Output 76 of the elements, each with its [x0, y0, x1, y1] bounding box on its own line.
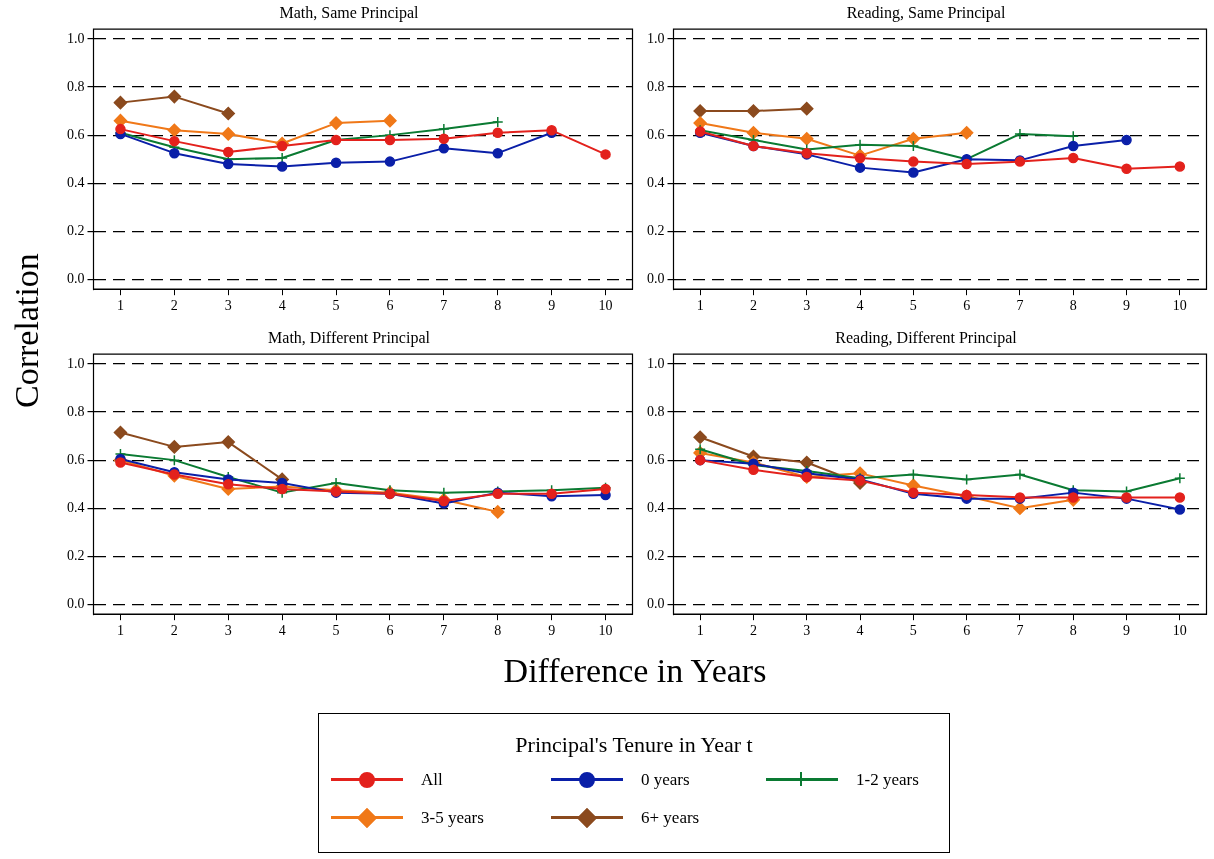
x-tick-label: 8 — [1069, 623, 1077, 639]
y-axis-title: Correlation — [8, 252, 46, 408]
x-tick-label: 4 — [278, 298, 286, 314]
legend-label: All — [421, 770, 443, 790]
y-tick-label: 1.0 — [67, 30, 85, 46]
x-tick-label: 2 — [749, 298, 757, 314]
x-tick-label: 6 — [963, 623, 971, 639]
x-tick-label: 1 — [696, 298, 704, 314]
x-tick-label: 6 — [386, 623, 394, 639]
chart-title: Reading, Different Principal — [835, 328, 1018, 347]
legend-label: 0 years — [641, 770, 690, 790]
x-tick-label: 6 — [386, 298, 394, 314]
chart-title: Reading, Same Principal — [846, 3, 1006, 22]
y-tick-label: 0.0 — [67, 596, 85, 612]
y-tick-label: 0.8 — [647, 403, 665, 419]
y-tick-label: 0.0 — [647, 271, 665, 287]
y-tick-label: 0.8 — [67, 78, 85, 94]
x-tick-label: 9 — [548, 623, 556, 639]
y-tick-label: 0.4 — [647, 174, 665, 190]
x-tick-label: 4 — [856, 623, 864, 639]
x-tick-label: 10 — [1172, 623, 1187, 639]
x-axis-title: Difference in Years — [502, 652, 768, 690]
x-tick-label: 7 — [440, 623, 448, 639]
x-tick-label: 9 — [1123, 298, 1131, 314]
x-tick-label: 5 — [332, 623, 340, 639]
y-tick-label: 0.0 — [67, 271, 85, 287]
x-tick-label: 8 — [1069, 298, 1077, 314]
y-tick-label: 0.4 — [647, 499, 665, 515]
y-tick-label: 0.2 — [647, 548, 665, 564]
y-tick-label: 0.4 — [67, 174, 85, 190]
x-tick-label: 2 — [170, 298, 178, 314]
legend-title: Principal's Tenure in Year t — [514, 732, 754, 758]
y-tick-label: 0.6 — [647, 451, 665, 467]
x-tick-label: 10 — [1172, 298, 1187, 314]
x-tick-label: 3 — [803, 298, 811, 314]
y-tick-label: 1.0 — [647, 355, 665, 371]
x-tick-label: 8 — [494, 298, 502, 314]
x-tick-label: 8 — [494, 623, 502, 639]
legend-label: 3-5 years — [421, 808, 484, 828]
x-tick-label: 3 — [224, 298, 232, 314]
y-tick-label: 1.0 — [647, 30, 665, 46]
y-tick-label: 0.2 — [67, 548, 85, 564]
x-tick-label: 3 — [224, 623, 232, 639]
legend-label: 6+ years — [641, 808, 700, 828]
y-tick-label: 0.8 — [647, 78, 665, 94]
x-tick-label: 6 — [963, 298, 971, 314]
x-tick-label: 7 — [1016, 298, 1024, 314]
x-tick-label: 9 — [548, 298, 556, 314]
x-tick-label: 2 — [170, 623, 178, 639]
y-tick-label: 0.6 — [67, 126, 85, 142]
legend-label: 1-2 years — [856, 770, 919, 790]
x-tick-label: 1 — [696, 623, 704, 639]
y-tick-label: 0.6 — [647, 126, 665, 142]
y-tick-label: 0.6 — [67, 451, 85, 467]
y-tick-label: 0.2 — [67, 223, 85, 239]
x-tick-label: 1 — [116, 623, 124, 639]
y-tick-label: 1.0 — [67, 355, 85, 371]
y-tick-label: 0.0 — [647, 596, 665, 612]
x-tick-label: 4 — [278, 623, 286, 639]
x-tick-label: 3 — [803, 623, 811, 639]
x-tick-label: 5 — [909, 298, 917, 314]
x-tick-label: 2 — [749, 623, 757, 639]
x-tick-label: 5 — [909, 623, 917, 639]
y-tick-label: 0.2 — [647, 223, 665, 239]
x-tick-label: 9 — [1123, 623, 1131, 639]
x-tick-label: 4 — [856, 298, 864, 314]
x-tick-label: 7 — [440, 298, 448, 314]
x-tick-label: 10 — [598, 623, 613, 639]
x-tick-label: 1 — [116, 298, 124, 314]
x-tick-label: 5 — [332, 298, 340, 314]
chart-title: Math, Same Principal — [279, 3, 420, 22]
x-tick-label: 7 — [1016, 623, 1024, 639]
y-tick-label: 0.4 — [67, 499, 85, 515]
chart-title: Math, Different Principal — [268, 328, 431, 347]
x-tick-label: 10 — [598, 298, 613, 314]
y-tick-label: 0.8 — [67, 403, 85, 419]
